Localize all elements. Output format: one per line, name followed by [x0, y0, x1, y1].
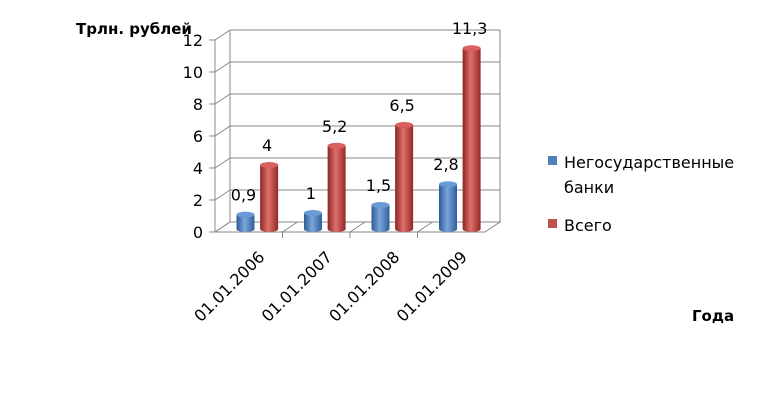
y-axis-title: Трлн. рублей — [76, 20, 192, 38]
gridline-side — [214, 157, 231, 169]
floor-division — [282, 221, 298, 233]
data-label: 2,8 — [433, 155, 458, 174]
data-label: 5,2 — [322, 117, 347, 136]
bar-top — [327, 142, 346, 149]
chart-bars — [236, 45, 481, 233]
legend: Негосударственные банки Всего — [548, 153, 734, 235]
gridline-side — [214, 189, 231, 201]
bar-non-state-banks — [236, 214, 255, 232]
bar-total — [462, 48, 481, 233]
bar-non-state-banks — [439, 184, 457, 232]
x-tick-label: 01.01.2008 — [325, 247, 403, 325]
legend-label-total: Всего — [564, 216, 612, 235]
bar-top — [395, 122, 414, 128]
x-tick-label: 01.01.2006 — [190, 247, 268, 325]
x-axis-title: Года — [692, 307, 734, 325]
legend-swatch-non-state-banks — [548, 156, 557, 165]
gridline-side — [214, 61, 231, 73]
legend-label-line: банки — [564, 178, 614, 197]
y-tick-label: 12 — [183, 31, 203, 50]
gridline-side — [214, 93, 231, 105]
bar-total — [327, 145, 346, 232]
data-label: 4 — [262, 136, 272, 155]
y-tick-label: 4 — [193, 159, 203, 178]
bar-top — [371, 202, 390, 208]
y-tick-label: 8 — [193, 95, 203, 114]
bar-top — [260, 162, 279, 168]
gridline-side — [214, 125, 231, 137]
bar-top — [439, 181, 457, 188]
floor-division — [349, 221, 366, 233]
chart-axes: 0 2 4 6 8 10 12 — [183, 29, 502, 242]
bar-top — [236, 211, 255, 218]
y-tick-label: 2 — [193, 191, 203, 210]
data-label: 1,5 — [366, 176, 391, 195]
data-label: 11,3 — [452, 19, 488, 38]
bar-top — [304, 210, 322, 216]
y-tick-label: 10 — [183, 63, 203, 82]
x-tick-label: 01.01.2007 — [258, 247, 336, 325]
bar-non-state-banks — [371, 205, 390, 232]
y-tick-label: 0 — [193, 223, 203, 242]
y-tick-label: 6 — [193, 127, 203, 146]
floor — [213, 221, 502, 233]
x-tick-label: 01.01.2009 — [393, 247, 471, 325]
legend-label-non-state-banks: Негосударственные банки — [564, 153, 734, 197]
legend-label-line: Негосударственные — [564, 153, 734, 172]
bar-top — [462, 45, 481, 52]
data-label: 6,5 — [389, 96, 414, 115]
bar-total — [260, 165, 279, 232]
floor-division — [417, 221, 433, 233]
data-label: 0,9 — [231, 186, 256, 205]
bar-total — [395, 125, 414, 232]
legend-swatch-total — [548, 219, 557, 228]
gridline-side — [214, 29, 231, 41]
data-label: 1 — [306, 184, 316, 203]
bar-non-state-banks — [304, 213, 322, 232]
